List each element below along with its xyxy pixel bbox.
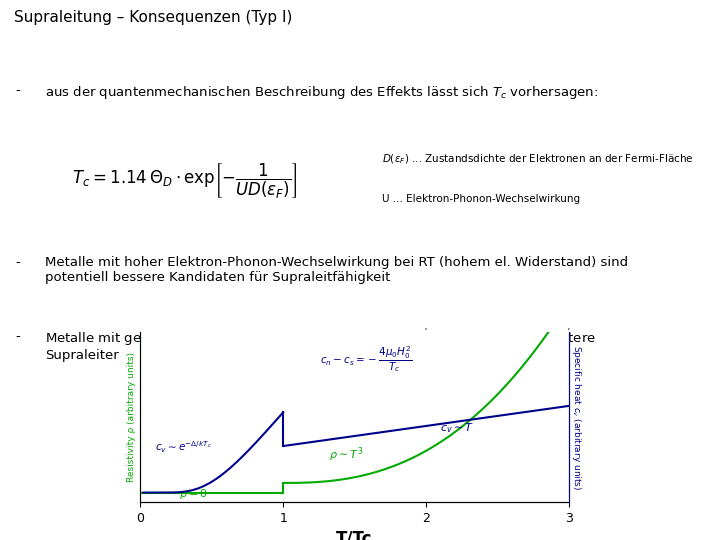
Text: $c_n - c_s = -\dfrac{4\mu_0 H_0^2}{T_c}$: $c_n - c_s = -\dfrac{4\mu_0 H_0^2}{T_c}$ (320, 344, 413, 374)
Text: $\rho \sim T^3$: $\rho \sim T^3$ (329, 446, 364, 464)
Text: $D(\varepsilon_F)$ ... Zustandsdichte der Elektronen an der Fermi-Fläche: $D(\varepsilon_F)$ ... Zustandsdichte de… (382, 152, 693, 166)
Text: Metalle mit hoher Elektron-Phonon-Wechselwirkung bei RT (hohem el. Widerstand) s: Metalle mit hoher Elektron-Phonon-Wechse… (45, 256, 628, 284)
Text: Supraleitung – Konsequenzen (Typ I): Supraleitung – Konsequenzen (Typ I) (14, 10, 293, 25)
Y-axis label: Resistivity ρ (arbitrary units): Resistivity ρ (arbitrary units) (127, 352, 136, 482)
Text: $c_v \sim T$: $c_v \sim T$ (441, 422, 474, 435)
X-axis label: T/Tc: T/Tc (336, 529, 373, 540)
Text: -: - (16, 84, 21, 97)
Text: Metalle mit gerader Anzahl an Valenzelektronen (geringere D(ε$_F$)) sind schlech: Metalle mit gerader Anzahl an Valenzelek… (45, 330, 595, 362)
Text: $T_c = 1.14\,\Theta_D \cdot \exp\!\left[-\dfrac{1}{UD(\varepsilon_F)}\right]$: $T_c = 1.14\,\Theta_D \cdot \exp\!\left[… (72, 162, 297, 201)
Text: -: - (16, 256, 21, 269)
Text: $\rho = 0$: $\rho = 0$ (179, 487, 208, 501)
Y-axis label: Specific heat $c_v$ (arbitrary units): Specific heat $c_v$ (arbitrary units) (570, 345, 582, 490)
Text: U ... Elektron-Phonon-Wechselwirkung: U ... Elektron-Phonon-Wechselwirkung (382, 194, 580, 205)
Text: aus der quantenmechanischen Beschreibung des Effekts lässt sich $T_c$ vorhersage: aus der quantenmechanischen Beschreibung… (45, 84, 598, 101)
Text: $c_v \sim e^{-\Delta/kT_c}$: $c_v \sim e^{-\Delta/kT_c}$ (155, 439, 212, 455)
Text: -: - (16, 330, 21, 343)
